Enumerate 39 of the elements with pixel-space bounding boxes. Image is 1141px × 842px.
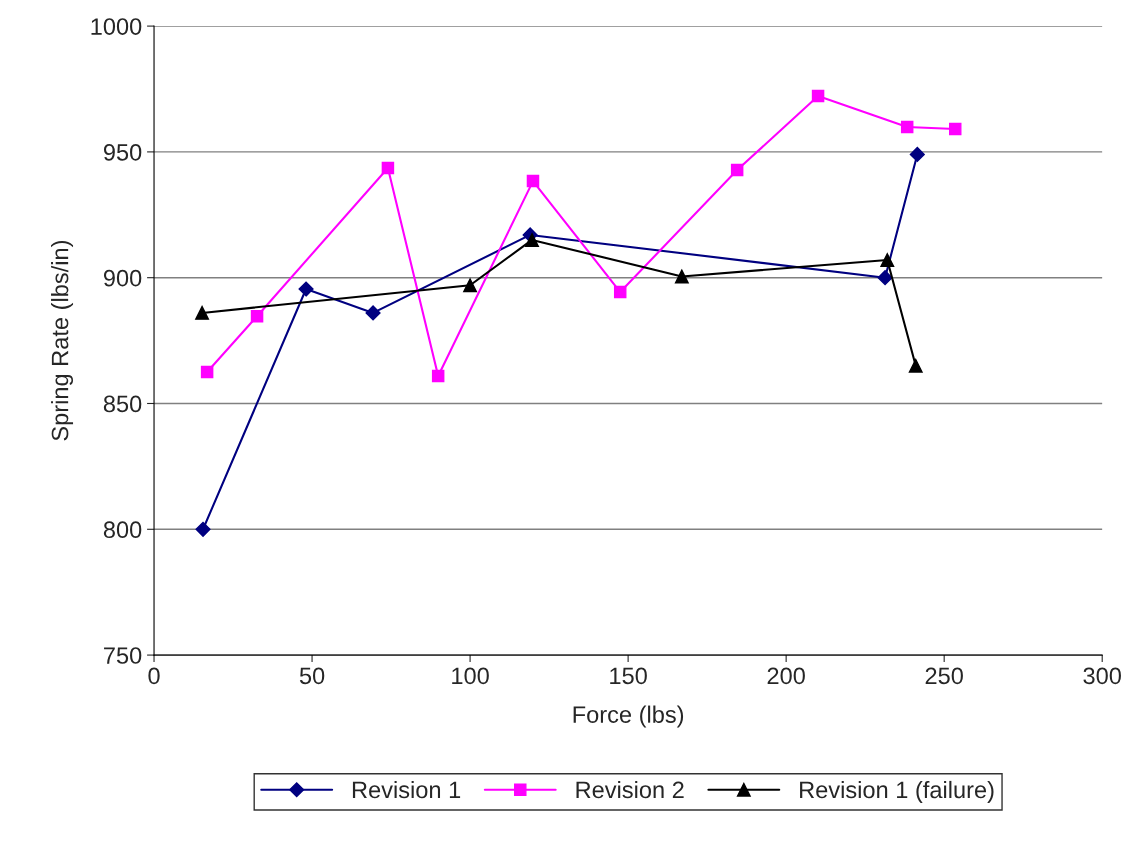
point: [877, 270, 893, 286]
point: [613, 285, 627, 299]
point: [298, 281, 314, 297]
y-tick-label: 900: [103, 269, 142, 287]
legend-label: Revision 2: [576, 780, 684, 799]
y-tick-label: 1000: [91, 18, 142, 35]
point: [365, 305, 381, 321]
point: [431, 369, 445, 383]
y-tick-label: 850: [103, 395, 142, 413]
y-tick-label: 750: [104, 647, 142, 664]
x-tick-label: 250: [925, 667, 963, 685]
point: [730, 163, 744, 177]
x-tick-label: 0: [148, 667, 160, 685]
point: [381, 161, 395, 175]
y-tick-label: 950: [103, 143, 142, 161]
x-tick-label: 150: [610, 667, 647, 685]
legend-label: Revision 1: [352, 780, 461, 799]
point: [674, 269, 689, 284]
x-tick-label: 200: [767, 667, 805, 685]
point: [525, 233, 539, 247]
point: [195, 521, 211, 537]
x-tick-label: 300: [1083, 667, 1121, 685]
legend-label: Revision 1 (failure): [800, 780, 994, 803]
point: [463, 278, 478, 293]
point: [880, 253, 895, 268]
x-axis-title: Force (lbs): [573, 705, 684, 728]
point: [948, 122, 962, 136]
point: [909, 146, 925, 162]
point: [250, 309, 264, 323]
y-axis-title: Spring Rate (lbs/in): [51, 241, 74, 441]
point: [200, 365, 214, 379]
x-tick-label: 50: [299, 667, 325, 685]
point: [526, 174, 540, 188]
point: [811, 89, 825, 103]
x-tick-label: 100: [452, 667, 489, 685]
point: [900, 120, 914, 134]
point: [908, 358, 923, 373]
point: [195, 305, 210, 320]
y-tick-label: 800: [103, 521, 142, 539]
